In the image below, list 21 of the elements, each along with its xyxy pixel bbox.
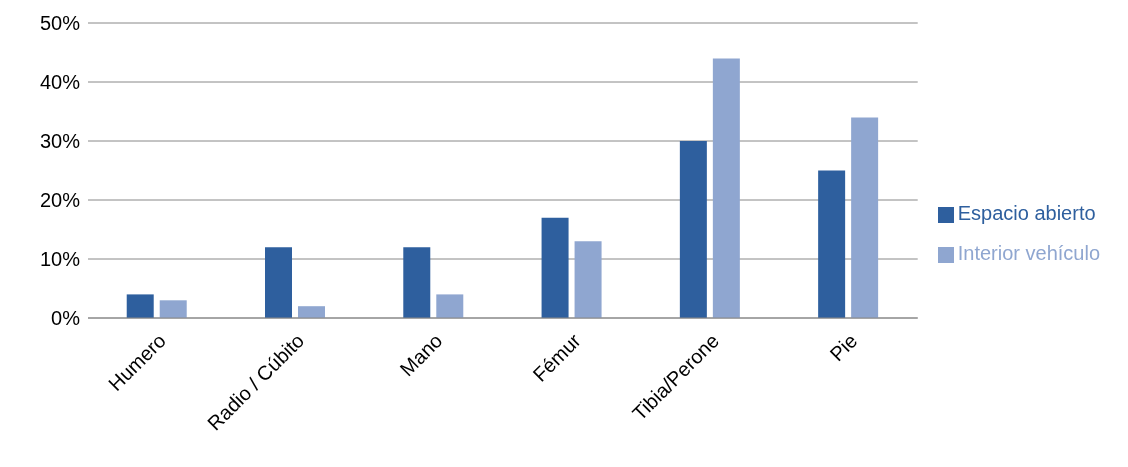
y-tick-label: 0%	[51, 307, 81, 330]
y-tick-label: 40%	[39, 71, 81, 94]
y-tick-label: 20%	[39, 189, 81, 212]
y-tick-label: 50%	[39, 12, 81, 35]
bar	[298, 306, 325, 318]
legend-label: Interior vehículo	[957, 242, 1100, 264]
bar	[679, 141, 707, 318]
bar	[541, 217, 569, 318]
bar	[712, 58, 740, 318]
bar	[265, 247, 292, 318]
x-tick-label: Pie	[825, 329, 862, 366]
bar	[436, 294, 464, 318]
bar	[403, 247, 431, 318]
legend-label: Espacio abierto	[957, 202, 1096, 224]
bar	[818, 170, 846, 318]
bar	[159, 300, 187, 318]
bar	[851, 117, 879, 318]
y-tick-label: 30%	[39, 130, 81, 153]
bar	[574, 241, 602, 318]
bar	[126, 294, 154, 318]
y-tick-label: 10%	[39, 248, 81, 271]
